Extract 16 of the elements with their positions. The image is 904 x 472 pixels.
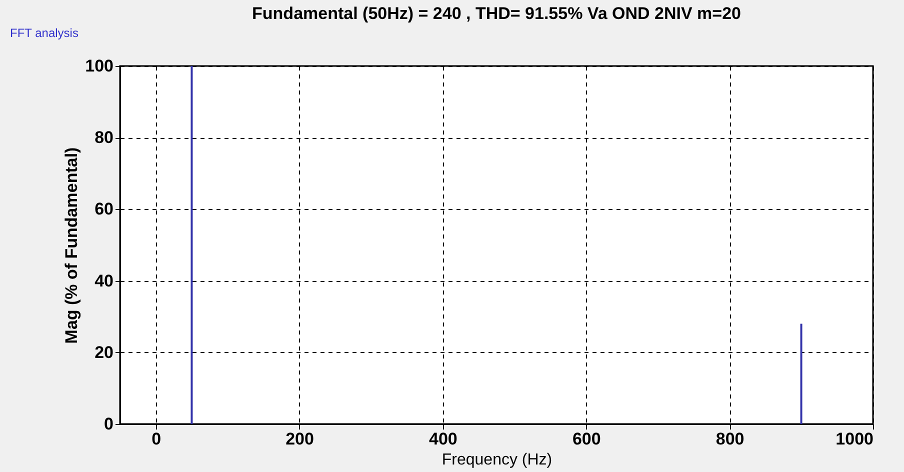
x-tick-label: 800 [716,430,744,448]
x-tick-label: 200 [286,430,314,448]
y-axis-title: Mag (% of Fundamental) [62,147,82,344]
y-tick-label: 40 [94,271,114,290]
y-tick-label: 60 [94,200,114,219]
x-tick-label: 400 [429,430,458,448]
y-tick-label: 0 [104,414,114,434]
x-tick-label: 0 [152,430,162,448]
chart-title: Fundamental (50Hz) = 240 , THD= 91.55% Va OND 2NIV m=20 [252,4,741,23]
y-tick-label: 100 [85,56,114,76]
x-axis-title: Frequency (Hz) [442,452,552,468]
y-tick-label: 80 [94,128,114,148]
x-tick-label: 600 [572,430,601,448]
y-tick-label: 20 [94,342,114,362]
x-tick-label: 1000 [836,430,874,448]
text: FFT analysis [10,26,78,40]
